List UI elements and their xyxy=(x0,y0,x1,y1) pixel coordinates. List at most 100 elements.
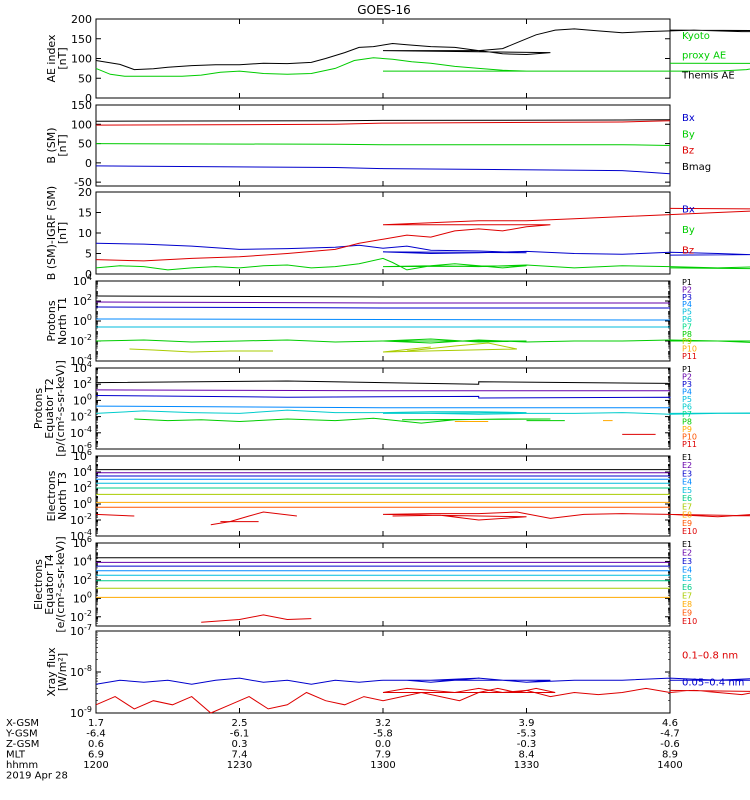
y-tick-exponent: -6 xyxy=(84,441,92,450)
legend-entry: P10 xyxy=(682,345,697,354)
legend-entry: E4 xyxy=(682,478,692,487)
x-axis-tick-value: 1200 xyxy=(83,760,108,771)
y-axis-label: [nT] xyxy=(56,47,69,69)
legend-entry: E6 xyxy=(682,583,692,592)
series-line-0-1-0-8-nm xyxy=(95,687,750,714)
y-tick-exponent: -2 xyxy=(84,609,92,618)
legend-entry: E1 xyxy=(682,453,692,462)
legend-entry: E6 xyxy=(682,494,692,503)
y-tick-label: 10-4 xyxy=(70,425,92,440)
series-line-kyoto-proxy-ae xyxy=(95,57,750,77)
y-tick-label: 10-7 xyxy=(70,623,92,638)
y-tick-exponent: -7 xyxy=(84,623,92,632)
series-line-e10b xyxy=(210,511,297,526)
y-tick-exponent: 0 xyxy=(87,313,92,322)
y-tick-label: 150 xyxy=(71,99,92,112)
y-tick-exponent: 4 xyxy=(87,553,92,562)
series-line-p5 xyxy=(95,409,750,415)
y-tick-exponent: 4 xyxy=(87,360,92,369)
x-axis-row-label: Z-GSM xyxy=(6,739,39,750)
legend-entry: E8 xyxy=(682,511,692,520)
y-tick-exponent: 2 xyxy=(87,480,92,489)
x-axis-tick-value: 7.9 xyxy=(375,750,391,761)
panel-b_diff: 0 5 10 15 20 B (SM)-IGRF (SM)[nT] Bx By Bz xyxy=(45,186,750,281)
date-label: 2019 Apr 28 xyxy=(6,771,68,782)
y-tick-label: 10 xyxy=(78,227,92,240)
y-tick-exponent: 2 xyxy=(87,376,92,385)
y-axis-label: Protons xyxy=(32,388,45,429)
legend-entry: P9 xyxy=(682,425,692,434)
panel-frame xyxy=(95,542,671,627)
legend-entry: P6 xyxy=(682,403,692,412)
y-tick-label: 150 xyxy=(71,33,92,46)
y-tick-label: 0 xyxy=(85,268,92,281)
legend-entry: Bmag xyxy=(682,162,711,173)
legend-entry: E5 xyxy=(682,574,692,583)
y-axis-label: North T3 xyxy=(56,472,69,520)
legend-entry: E2 xyxy=(682,461,692,470)
series-line-0-05-0-4-nm xyxy=(95,677,750,685)
y-tick-label: 104 xyxy=(73,360,92,375)
y-tick-label: 10-2 xyxy=(70,609,92,624)
y-tick-exponent: -8 xyxy=(84,664,92,673)
x-axis-tick-value: 0.3 xyxy=(232,739,248,750)
y-tick-label: 10-8 xyxy=(70,664,92,679)
legend-entry: P8 xyxy=(682,418,692,427)
legend-entry: Bz xyxy=(682,146,694,157)
panel-frame xyxy=(95,455,671,537)
y-tick-exponent: 4 xyxy=(87,273,92,282)
y-tick-exponent: 4 xyxy=(87,464,92,473)
legend-entry: P2 xyxy=(682,373,692,382)
legend-entry: proxy AE xyxy=(682,51,726,62)
legend-entry: E5 xyxy=(682,486,692,495)
y-axis-label: Xray flux xyxy=(45,647,58,697)
y-tick-label: 104 xyxy=(73,273,92,288)
y-tick-label: 100 xyxy=(73,590,92,605)
legend-entry: Bz xyxy=(682,246,694,257)
legend-entry: P4 xyxy=(682,300,692,309)
series-line-p6 xyxy=(134,417,551,424)
legend-entry: P7 xyxy=(682,410,692,419)
y-tick-exponent: 2 xyxy=(87,572,92,581)
legend-entry: E3 xyxy=(682,469,692,478)
legend-entry: E3 xyxy=(682,557,692,566)
y-axis-label: Protons xyxy=(45,300,58,341)
series-line-p3 xyxy=(95,395,671,399)
y-tick-label: 50 xyxy=(78,72,92,85)
y-axis-label: Electrons xyxy=(45,470,58,521)
y-tick-label: 50 xyxy=(78,138,92,151)
chart-title: GOES-16 xyxy=(357,3,411,17)
legend-entry: P6 xyxy=(682,315,692,324)
x-axis-tick-value: 4.6 xyxy=(662,718,678,729)
legend-entry: P10 xyxy=(682,433,697,442)
legend-entry: P3 xyxy=(682,380,692,389)
series-line-p2 xyxy=(95,389,670,392)
y-tick-exponent: 0 xyxy=(87,590,92,599)
legend-entry: 0.1–0.8 nm xyxy=(682,650,738,661)
y-tick-exponent: 6 xyxy=(87,535,92,544)
panel-frame xyxy=(95,367,671,450)
legend-entry: Bx xyxy=(682,205,695,216)
x-axis-row-label: Y-GSM xyxy=(5,729,38,740)
y-tick-exponent: -4 xyxy=(84,353,92,362)
y-axis-label: [e/(cm²-s-sr-keV)] xyxy=(54,536,67,632)
series-line-p1 xyxy=(95,380,671,385)
series-line-e10 xyxy=(201,614,312,623)
x-axis-tick-value: 1300 xyxy=(370,760,395,771)
y-tick-exponent: -2 xyxy=(84,409,92,418)
y-axis-label: [nT] xyxy=(56,222,69,244)
series-line-themis-ae xyxy=(95,28,750,71)
y-tick-exponent: -2 xyxy=(84,512,92,521)
series-line-p3 xyxy=(95,306,670,309)
x-axis-table: X-GSM 1.7 2.5 3.2 3.9 4.6 Y-GSM -6.4 -6.1 -5.8 -5.… xyxy=(5,718,683,782)
x-axis-tick-value: -0.3 xyxy=(517,739,537,750)
x-axis-tick-value: -0.6 xyxy=(660,739,680,750)
y-tick-label: 100 xyxy=(73,496,92,511)
panel-frame xyxy=(95,280,671,362)
series-line-p6 xyxy=(95,338,750,344)
legend-entry: P9 xyxy=(682,337,692,346)
y-tick-label: 5 xyxy=(85,248,92,261)
series-line-p1 xyxy=(95,295,670,298)
